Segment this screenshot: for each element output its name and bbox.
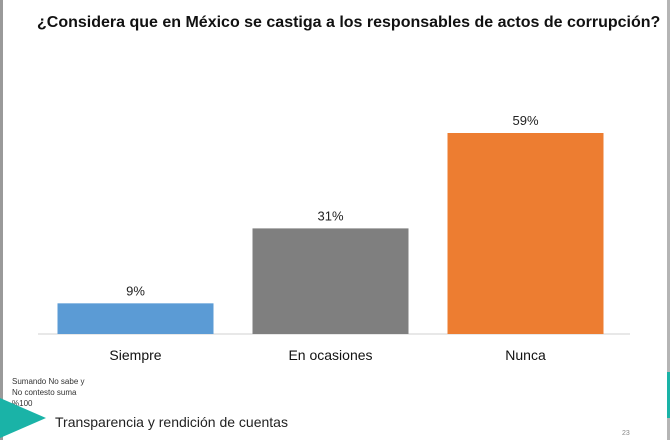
bar-nunca bbox=[447, 133, 604, 334]
right-border bbox=[667, 0, 670, 440]
bar-en-ocasiones bbox=[252, 228, 409, 334]
right-accent-bar bbox=[667, 372, 670, 418]
footer-section-title: Transparencia y rendición de cuentas bbox=[55, 414, 288, 430]
bar-siempre bbox=[57, 303, 214, 334]
footnote-line: No contesto suma bbox=[12, 388, 77, 397]
chart-title: ¿Considera que en México se castiga a lo… bbox=[37, 14, 661, 31]
page-number: 23 bbox=[622, 430, 630, 437]
footnote-line: Sumando No sabe y bbox=[12, 377, 85, 386]
category-label: Siempre bbox=[109, 347, 161, 363]
category-label: Nunca bbox=[505, 347, 546, 363]
data-label: 59% bbox=[512, 113, 538, 128]
category-label: En ocasiones bbox=[288, 347, 372, 363]
data-label: 9% bbox=[126, 283, 145, 298]
footer-arrow-icon bbox=[0, 398, 46, 438]
data-label: 31% bbox=[317, 208, 343, 223]
left-border bbox=[0, 0, 3, 440]
